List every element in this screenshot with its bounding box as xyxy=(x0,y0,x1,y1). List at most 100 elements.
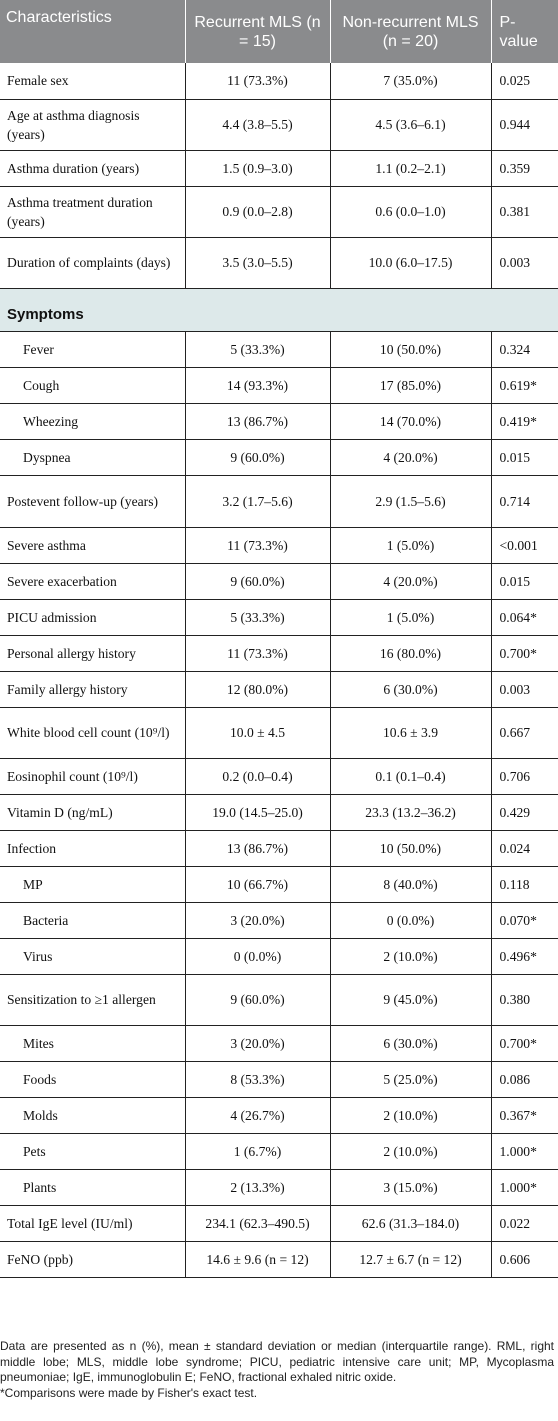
recurrent-value: 0.2 (0.0–0.4) xyxy=(185,758,331,795)
recurrent-value: 3.2 (1.7–5.6) xyxy=(185,475,331,528)
nonrecurrent-value: 8 (40.0%) xyxy=(330,866,492,903)
p-value: 0.700* xyxy=(491,1025,558,1062)
table-row: Infection 13 (86.7%) 10 (50.0%) 0.024 xyxy=(0,830,558,867)
section-title: Symptoms xyxy=(0,288,558,332)
table-row: Sensitization to ≥1 allergen 9 (60.0%) 9… xyxy=(0,974,558,1026)
recurrent-value: 9 (60.0%) xyxy=(185,974,331,1026)
row-label: Foods xyxy=(0,1061,186,1098)
p-value: 0.381 xyxy=(491,186,558,238)
table-row: Personal allergy history 11 (73.3%) 16 (… xyxy=(0,635,558,672)
recurrent-value: 9 (60.0%) xyxy=(185,439,331,476)
row-label: Sensitization to ≥1 allergen xyxy=(0,974,186,1026)
p-value: 0.324 xyxy=(491,331,558,368)
table-row: Severe asthma 11 (73.3%) 1 (5.0%) <0.001 xyxy=(0,527,558,564)
nonrecurrent-value: 0.1 (0.1–0.4) xyxy=(330,758,492,795)
recurrent-value: 9 (60.0%) xyxy=(185,563,331,600)
row-label: Infection xyxy=(0,830,186,867)
table-row: White blood cell count (10⁹/l) 10.0 ± 4.… xyxy=(0,707,558,759)
row-label: Wheezing xyxy=(0,403,186,440)
nonrecurrent-value: 4 (20.0%) xyxy=(330,563,492,600)
p-value: 0.496* xyxy=(491,938,558,975)
characteristics-table: Characteristics Recurrent MLS (n = 15) N… xyxy=(0,0,558,1278)
table-row: Female sex 11 (73.3%) 7 (35.0%) 0.025 xyxy=(0,63,558,100)
nonrecurrent-value: 10 (50.0%) xyxy=(330,331,492,368)
table-header-row: Characteristics Recurrent MLS (n = 15) N… xyxy=(0,0,558,63)
row-label: FeNO (ppb) xyxy=(0,1241,186,1278)
table-row: Plants 2 (13.3%) 3 (15.0%) 1.000* xyxy=(0,1169,558,1206)
fisher-test-note: *Comparisons were made by Fisher's exact… xyxy=(0,1385,258,1400)
table-row: Eosinophil count (10⁹/l) 0.2 (0.0–0.4) 0… xyxy=(0,758,558,795)
nonrecurrent-value: 23.3 (13.2–36.2) xyxy=(330,794,492,831)
p-value: 0.714 xyxy=(491,475,558,528)
table-row: Molds 4 (26.7%) 2 (10.0%) 0.367* xyxy=(0,1097,558,1134)
table-row: Asthma treatment duration (years) 0.9 (0… xyxy=(0,186,558,238)
nonrecurrent-value: 2 (10.0%) xyxy=(330,1097,492,1134)
row-label: Family allergy history xyxy=(0,671,186,708)
p-value: 0.606 xyxy=(491,1241,558,1278)
nonrecurrent-value: 62.6 (31.3–184.0) xyxy=(330,1205,492,1242)
table-row: Asthma duration (years) 1.5 (0.9–3.0) 1.… xyxy=(0,150,558,187)
recurrent-value: 1 (6.7%) xyxy=(185,1133,331,1170)
recurrent-value: 234.1 (62.3–490.5) xyxy=(185,1205,331,1242)
p-value: 0.015 xyxy=(491,439,558,476)
nonrecurrent-value: 1 (5.0%) xyxy=(330,599,492,636)
row-label: Age at asthma diagnosis (years) xyxy=(0,99,186,151)
row-label: PICU admission xyxy=(0,599,186,636)
row-label: Female sex xyxy=(0,63,186,100)
p-value: 0.024 xyxy=(491,830,558,867)
p-value: 0.667 xyxy=(491,707,558,759)
row-label: Pets xyxy=(0,1133,186,1170)
table-row: Bacteria 3 (20.0%) 0 (0.0%) 0.070* xyxy=(0,902,558,939)
table-row: Age at asthma diagnosis (years) 4.4 (3.8… xyxy=(0,99,558,151)
nonrecurrent-value: 10.6 ± 3.9 xyxy=(330,707,492,759)
p-value: 0.086 xyxy=(491,1061,558,1098)
recurrent-value: 0 (0.0%) xyxy=(185,938,331,975)
p-value: 0.706 xyxy=(491,758,558,795)
recurrent-value: 12 (80.0%) xyxy=(185,671,331,708)
table-footnotes: Data are presented as n (%), mean ± stan… xyxy=(0,1339,554,1401)
p-value: 1.000* xyxy=(491,1169,558,1206)
nonrecurrent-value: 5 (25.0%) xyxy=(330,1061,492,1098)
row-label: Vitamin D (ng/mL) xyxy=(0,794,186,831)
table-row: Vitamin D (ng/mL) 19.0 (14.5–25.0) 23.3 … xyxy=(0,794,558,831)
nonrecurrent-value: 4 (20.0%) xyxy=(330,439,492,476)
row-label: Severe exacerbation xyxy=(0,563,186,600)
row-label: Molds xyxy=(0,1097,186,1134)
row-label: Bacteria xyxy=(0,902,186,939)
table-row: Duration of complaints (days) 3.5 (3.0–5… xyxy=(0,237,558,289)
p-value: 0.429 xyxy=(491,794,558,831)
p-value: 0.022 xyxy=(491,1205,558,1242)
table-row: PICU admission 5 (33.3%) 1 (5.0%) 0.064* xyxy=(0,599,558,636)
abbreviations-note: Data are presented as n (%), mean ± stan… xyxy=(0,1339,554,1385)
nonrecurrent-value: 2 (10.0%) xyxy=(330,938,492,975)
recurrent-value: 11 (73.3%) xyxy=(185,635,331,672)
nonrecurrent-value: 12.7 ± 6.7 (n = 12) xyxy=(330,1241,492,1278)
table-row: Cough 14 (93.3%) 17 (85.0%) 0.619* xyxy=(0,367,558,404)
nonrecurrent-value: 7 (35.0%) xyxy=(330,63,492,100)
p-value: 0.064* xyxy=(491,599,558,636)
recurrent-value: 13 (86.7%) xyxy=(185,403,331,440)
nonrecurrent-value: 2 (10.0%) xyxy=(330,1133,492,1170)
p-value: 0.700* xyxy=(491,635,558,672)
recurrent-value: 3.5 (3.0–5.5) xyxy=(185,237,331,289)
row-label: MP xyxy=(0,866,186,903)
nonrecurrent-value: 2.9 (1.5–5.6) xyxy=(330,475,492,528)
nonrecurrent-value: 1.1 (0.2–2.1) xyxy=(330,150,492,187)
row-label: Duration of complaints (days) xyxy=(0,237,186,289)
p-value: 0.003 xyxy=(491,671,558,708)
nonrecurrent-value: 9 (45.0%) xyxy=(330,974,492,1026)
recurrent-value: 0.9 (0.0–2.8) xyxy=(185,186,331,238)
nonrecurrent-value: 4.5 (3.6–6.1) xyxy=(330,99,492,151)
nonrecurrent-value: 10 (50.0%) xyxy=(330,830,492,867)
row-label: Severe asthma xyxy=(0,527,186,564)
recurrent-value: 5 (33.3%) xyxy=(185,599,331,636)
header-characteristics: Characteristics xyxy=(0,0,186,63)
p-value: 0.619* xyxy=(491,367,558,404)
nonrecurrent-value: 16 (80.0%) xyxy=(330,635,492,672)
recurrent-value: 4.4 (3.8–5.5) xyxy=(185,99,331,151)
p-value: 1.000* xyxy=(491,1133,558,1170)
p-value: 0.118 xyxy=(491,866,558,903)
nonrecurrent-value: 17 (85.0%) xyxy=(330,367,492,404)
nonrecurrent-value: 6 (30.0%) xyxy=(330,671,492,708)
p-value: 0.359 xyxy=(491,150,558,187)
